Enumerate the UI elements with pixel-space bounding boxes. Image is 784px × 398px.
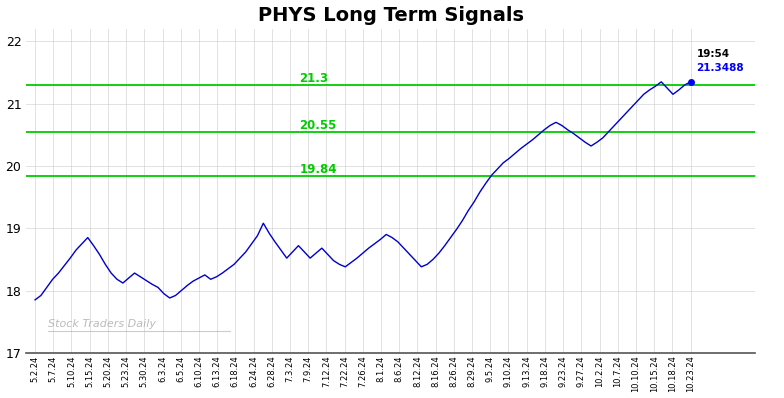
Title: PHYS Long Term Signals: PHYS Long Term Signals: [258, 6, 524, 25]
Text: 20.55: 20.55: [299, 119, 337, 132]
Text: 19:54: 19:54: [696, 49, 730, 59]
Text: 21.3488: 21.3488: [696, 63, 744, 73]
Text: 21.3: 21.3: [299, 72, 328, 85]
Text: 19.84: 19.84: [299, 163, 337, 176]
Text: Stock Traders Daily: Stock Traders Daily: [48, 319, 156, 329]
